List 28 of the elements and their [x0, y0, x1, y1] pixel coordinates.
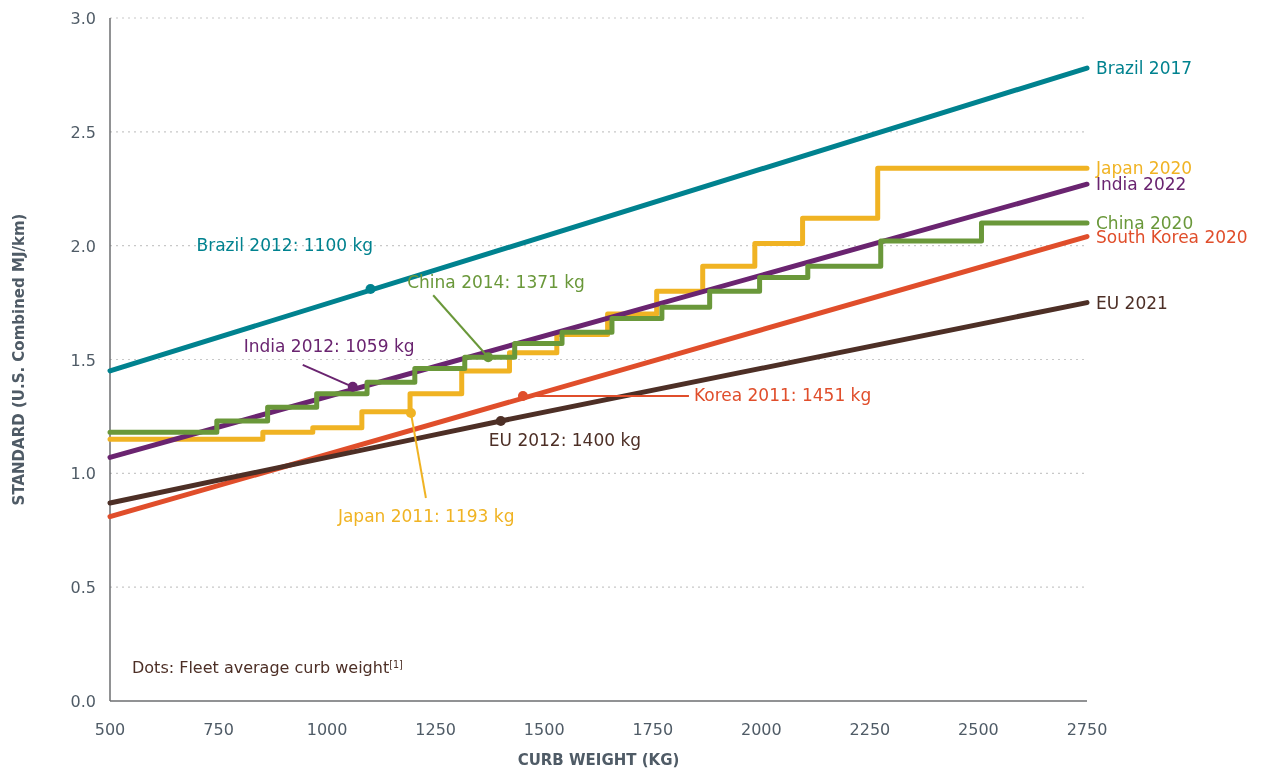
x-tick-label: 1250	[415, 720, 457, 739]
y-axis-title: STANDARD (U.S. Combined MJ/km)	[10, 213, 28, 506]
y-tick-label: 2.0	[70, 236, 96, 256]
y-tick-label: 2.5	[70, 122, 96, 142]
x-tick-label: 1750	[632, 720, 674, 739]
x-tick-label: 2250	[849, 720, 891, 739]
series-label: Brazil 2017	[1096, 58, 1193, 79]
annotation: Brazil 2012: 1100 kg	[196, 234, 374, 255]
annotation: EU 2012: 1400 kg	[488, 429, 642, 450]
x-axis-title: CURB WEIGHT (KG)	[517, 751, 680, 768]
y-tick-label: 1.5	[70, 350, 96, 370]
annotation: China 2014: 1371 kg	[407, 272, 585, 293]
annotation: Korea 2011: 1451 kg	[693, 384, 872, 405]
x-tick-label: 750	[203, 720, 234, 739]
series-label: EU 2021	[1096, 292, 1168, 313]
x-tick-label: 1500	[523, 720, 565, 739]
x-tick-label: 500	[94, 720, 126, 739]
y-tick-label: 3.0	[70, 9, 96, 28]
annotation: India 2012: 1059 kg	[243, 335, 415, 356]
x-tick-label: 2000	[740, 720, 782, 739]
y-tick-label: 0.0	[70, 692, 96, 711]
y-tick-label: 1.0	[70, 464, 96, 484]
y-tick-label: 0.5	[70, 578, 96, 598]
annotation: Dots: Fleet average curb weight$^{[1]}$	[132, 658, 403, 677]
x-tick-label: 2750	[1066, 720, 1108, 739]
annotation: Japan 2011: 1193 kg	[336, 506, 515, 526]
x-tick-label: 1000	[306, 720, 348, 739]
x-tick-label: 2500	[958, 720, 999, 739]
